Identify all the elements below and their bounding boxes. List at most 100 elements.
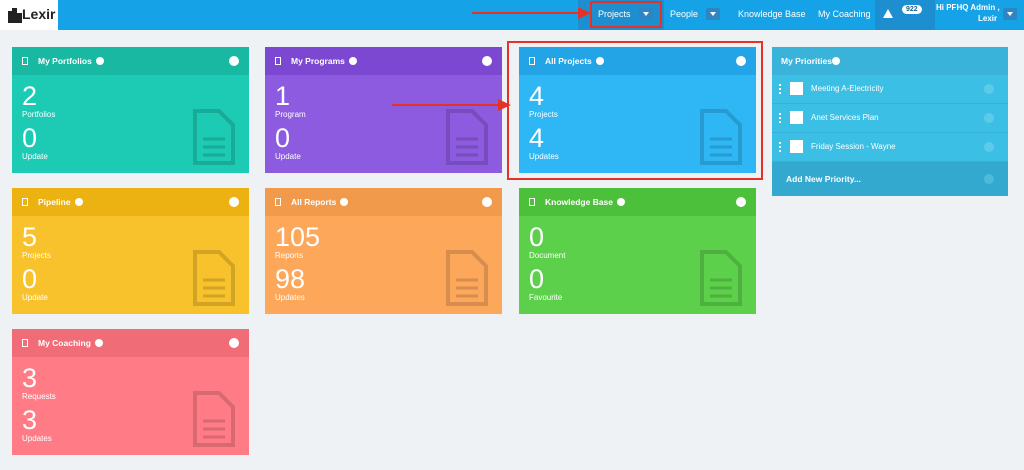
card[interactable]: All Reports 105 Reports 98 Updates <box>265 188 502 314</box>
help-icon[interactable] <box>96 57 104 65</box>
drag-handle <box>779 113 783 123</box>
stat-value: 105 <box>275 222 321 252</box>
logo-icon <box>8 8 22 23</box>
open-arrow[interactable] <box>736 197 746 207</box>
remove-icon[interactable] <box>984 113 994 123</box>
checkbox[interactable] <box>790 82 803 95</box>
add-text: Add New Priority... <box>786 174 861 184</box>
card-title: My Programs <box>291 56 345 66</box>
card-header: My Coaching <box>12 329 249 357</box>
help-icon[interactable] <box>349 57 357 65</box>
highlight-box <box>590 1 662 28</box>
nav-item[interactable]: Projects <box>598 9 631 19</box>
help-icon[interactable] <box>75 198 83 206</box>
stat-label: Requests <box>22 392 56 401</box>
drag-handle <box>779 84 783 94</box>
card-title: My Coaching <box>38 338 91 348</box>
open-arrow[interactable] <box>229 338 239 348</box>
stat-value: 98 <box>275 264 306 294</box>
badge[interactable]: 922 <box>902 5 922 14</box>
stat-value: 4 <box>529 81 545 111</box>
priority-text: Meeting A-Electricity <box>811 84 884 93</box>
add-priority[interactable]: Add New Priority... <box>772 162 1008 196</box>
warning-icon[interactable] <box>883 9 893 19</box>
priorities-header: My Priorities <box>772 47 1008 75</box>
card-watermark <box>193 391 235 447</box>
drag-handle <box>779 142 783 152</box>
card-watermark <box>193 109 235 165</box>
greeting-name: Lexir <box>978 14 998 23</box>
card-title: All Projects <box>545 56 592 66</box>
open-arrow[interactable] <box>229 197 239 207</box>
open-arrow[interactable] <box>229 56 239 66</box>
help-icon[interactable] <box>340 198 348 206</box>
card-icon <box>22 339 28 347</box>
card-icon <box>529 57 535 65</box>
checkbox[interactable] <box>790 111 803 124</box>
remove-icon[interactable] <box>984 142 994 152</box>
card-header: My Programs <box>265 47 502 75</box>
help-icon[interactable] <box>596 57 604 65</box>
card[interactable]: My Coaching 3 Requests 3 Updates <box>12 329 249 455</box>
card-watermark <box>446 109 488 165</box>
checkbox[interactable] <box>790 140 803 153</box>
card[interactable]: My Portfolios 2 Portfolios 0 Update <box>12 47 249 173</box>
stat-value: 0 <box>275 123 291 153</box>
card[interactable]: Pipeline 5 Projects 0 Update <box>12 188 249 314</box>
stat-label: Program <box>275 110 306 119</box>
nav-item[interactable]: My Coaching <box>818 9 871 19</box>
nav-item[interactable]: Knowledge Base <box>738 9 806 19</box>
stat-value: 0 <box>529 222 545 252</box>
card-header: Pipeline <box>12 188 249 216</box>
stat-label: Favourite <box>529 293 563 302</box>
stat-label: Projects <box>22 251 51 260</box>
dropdown[interactable] <box>706 8 720 20</box>
stat-label: Update <box>22 152 48 161</box>
card-watermark <box>700 250 742 306</box>
open-arrow[interactable] <box>736 56 746 66</box>
priority-item[interactable]: Friday Session - Wayne <box>772 133 1008 162</box>
stat-label: Updates <box>275 293 305 302</box>
priorities-title: My Priorities <box>781 56 833 66</box>
card-header: Knowledge Base <box>519 188 756 216</box>
help-icon[interactable] <box>95 339 103 347</box>
help-icon[interactable] <box>832 57 840 65</box>
card-title: Knowledge Base <box>545 197 614 207</box>
card-watermark <box>193 250 235 306</box>
stat-label: Update <box>275 152 301 161</box>
stat-label: Update <box>22 293 48 302</box>
priority-item[interactable]: Anet Services Plan <box>772 104 1008 133</box>
stat-label: Reports <box>275 251 304 260</box>
stat-value: 1 <box>275 81 291 111</box>
remove-icon[interactable] <box>984 84 994 94</box>
card-icon <box>22 57 28 65</box>
open-arrow[interactable] <box>482 56 492 66</box>
help-icon[interactable] <box>617 198 625 206</box>
dropdown[interactable] <box>639 8 653 20</box>
stat-label: Portfolios <box>22 110 56 119</box>
card-title: All Reports <box>291 197 337 207</box>
card-watermark <box>446 250 488 306</box>
stat-label: Updates <box>529 152 559 161</box>
priority-text: Anet Services Plan <box>811 113 879 122</box>
card-header: All Projects <box>519 47 756 75</box>
card-title: My Portfolios <box>38 56 92 66</box>
logo: Lexir <box>22 6 56 22</box>
priority-text: Friday Session - Wayne <box>811 142 896 151</box>
card[interactable]: All Projects 4 Projects 4 Updates <box>519 47 756 173</box>
card[interactable]: My Programs 1 Program 0 Update <box>265 47 502 173</box>
open-arrow[interactable] <box>482 197 492 207</box>
priority-item[interactable]: Meeting A-Electricity <box>772 75 1008 104</box>
stat-value: 5 <box>22 222 38 252</box>
stat-value: 0 <box>22 123 38 153</box>
stat-label: Document <box>529 251 566 260</box>
stat-label: Updates <box>22 434 52 443</box>
stat-value: 0 <box>529 264 545 294</box>
stat-value: 3 <box>22 363 38 393</box>
card-icon <box>275 57 281 65</box>
dropdown[interactable] <box>1003 8 1017 20</box>
nav-item[interactable]: People <box>670 9 699 19</box>
card[interactable]: Knowledge Base 0 Document 0 Favourite <box>519 188 756 314</box>
stat-label: Projects <box>529 110 558 119</box>
add-icon[interactable] <box>984 174 994 184</box>
